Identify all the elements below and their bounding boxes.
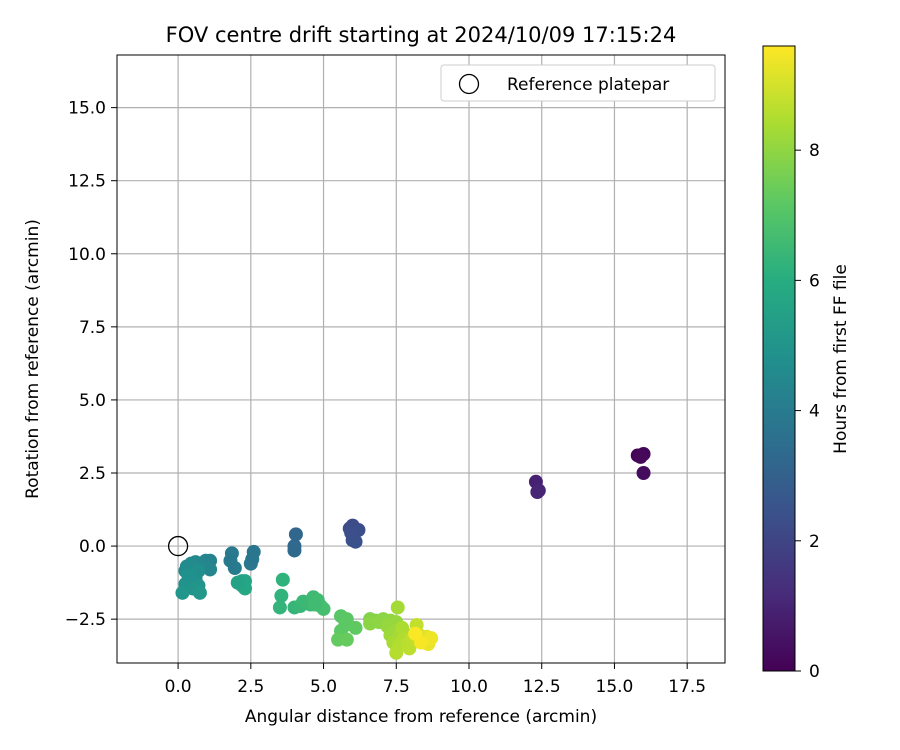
colorbar-tick-label: 4 (809, 402, 820, 422)
data-point (287, 543, 302, 558)
y-tick-label: 15.0 (68, 99, 106, 119)
reference-platepar-marker (167, 535, 189, 557)
colorbar-gradient (762, 45, 796, 672)
data-point (192, 585, 207, 600)
x-axis-label: Angular distance from reference (arcmin) (245, 707, 597, 727)
colorbar-ticks: 0 2 4 6 8 (795, 141, 820, 682)
data-point (389, 645, 404, 660)
data-point (288, 527, 303, 542)
data-point (348, 620, 363, 635)
data-point (230, 575, 245, 590)
y-tick-label: 12.5 (68, 172, 106, 192)
y-gridlines (117, 107, 725, 620)
data-point (633, 449, 648, 464)
y-tick-label: 5.0 (79, 391, 106, 411)
legend-reference-label: Reference platepar (507, 75, 669, 95)
data-point (245, 552, 260, 567)
data-point (390, 600, 405, 615)
x-tick-label: 0.0 (165, 677, 192, 697)
x-tick-label: 2.5 (237, 677, 264, 697)
y-tick-label: 7.5 (79, 318, 106, 338)
data-point (175, 585, 190, 600)
x-gridlines (177, 55, 688, 663)
x-tick-label: 10.0 (450, 677, 488, 697)
y-tick-label: −2.5 (65, 610, 106, 630)
plot-frame (116, 54, 726, 664)
data-point (181, 568, 196, 583)
colorbar: 0 2 4 6 8 Hours from first FF file (762, 45, 851, 682)
chart-title: FOV centre drift starting at 2024/10/09 … (166, 23, 677, 47)
colorbar-tick-label: 2 (809, 532, 820, 552)
colorbar-tick-label: 0 (809, 662, 820, 682)
data-point (274, 588, 289, 603)
y-axis-ticks: −2.5 0.0 2.5 5.0 7.5 10.0 12.5 15.0 (65, 99, 117, 630)
data-point (530, 485, 545, 499)
data-point (275, 572, 290, 587)
x-tick-label: 17.5 (668, 677, 706, 697)
data-point (223, 553, 238, 568)
data-points (175, 447, 651, 660)
data-point (307, 597, 322, 612)
colorbar-tick-label: 8 (809, 141, 820, 161)
x-tick-label: 7.5 (383, 677, 410, 697)
x-tick-label: 5.0 (310, 677, 337, 697)
legend-box (440, 64, 716, 102)
data-point (344, 525, 359, 540)
data-point (339, 632, 354, 647)
legend: Reference platepar (440, 64, 716, 102)
colorbar-tick-label: 6 (809, 271, 820, 291)
y-axis-label: Rotation from reference (arcmin) (23, 219, 43, 499)
y-tick-label: 0.0 (79, 537, 106, 557)
colorbar-label: Hours from first FF file (831, 264, 851, 454)
data-point (272, 600, 287, 615)
y-tick-label: 2.5 (79, 464, 106, 484)
plot-area (117, 55, 725, 663)
x-tick-label: 15.0 (596, 677, 634, 697)
x-axis-ticks: 0.0 2.5 5.0 7.5 10.0 12.5 15.0 17.5 (165, 663, 706, 697)
y-tick-label: 10.0 (68, 245, 106, 265)
data-point (408, 626, 423, 641)
x-tick-label: 12.5 (523, 677, 561, 697)
data-point (636, 466, 651, 480)
legend-reference-icon (458, 73, 480, 95)
